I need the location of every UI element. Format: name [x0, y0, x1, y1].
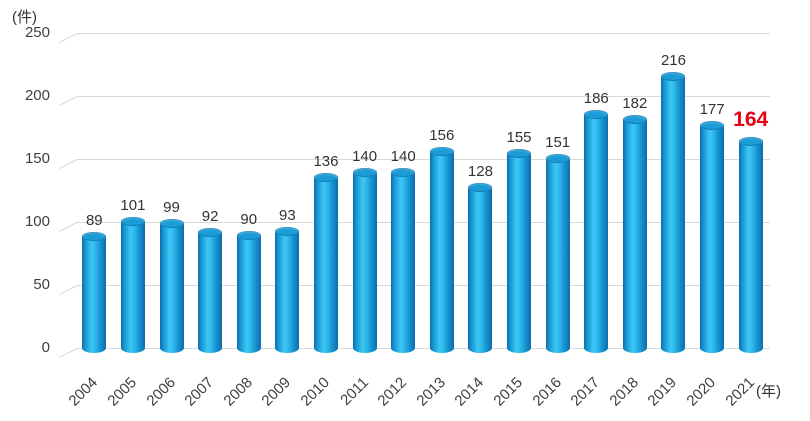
grid-line — [77, 159, 770, 160]
bar-value-label: 186 — [583, 89, 609, 107]
bar — [622, 114, 647, 353]
bar — [159, 219, 184, 353]
x-tick-label: 2017 — [567, 374, 604, 410]
grid-line-depth-tick — [58, 96, 78, 107]
x-tick-label: 2013 — [413, 374, 449, 410]
bar-value-label: 89 — [85, 211, 103, 229]
grid-line — [77, 222, 770, 223]
bar — [391, 167, 416, 353]
bar-value-label: 155 — [506, 128, 532, 146]
grid-line — [77, 285, 770, 286]
bar — [198, 228, 223, 353]
bar-value-label: 151 — [545, 133, 571, 151]
y-axis-unit-label: (件) — [12, 9, 37, 26]
x-tick-label: 2010 — [297, 374, 333, 410]
x-tick-label: 2016 — [529, 374, 565, 410]
x-axis-unit-label: (年) — [756, 383, 781, 400]
bar — [313, 172, 338, 353]
x-tick-label: 2014 — [451, 374, 488, 410]
bar-value-label: 101 — [120, 196, 146, 214]
x-tick-label: 2008 — [220, 374, 256, 410]
bar — [468, 182, 493, 353]
x-tick-label: 2007 — [181, 374, 218, 410]
x-tick-label: 2019 — [644, 374, 681, 410]
x-tick-label: 2011 — [336, 374, 372, 409]
x-tick-label: 2015 — [490, 374, 527, 410]
bar-value-label: 140 — [352, 147, 378, 165]
bar — [429, 147, 454, 353]
bar — [120, 216, 145, 353]
grid-line-depth-tick — [58, 33, 78, 44]
x-tick-label: 2020 — [683, 374, 720, 410]
grid-line — [77, 33, 770, 34]
grid-line-depth-tick — [58, 285, 78, 296]
bar-value-label: 92 — [201, 208, 219, 226]
bar-value-label-highlight: 164 — [733, 108, 769, 132]
bar-value-label: 136 — [313, 152, 339, 170]
y-tick-label: 50 — [33, 276, 50, 293]
grid-line — [77, 348, 770, 349]
bar-value-label: 216 — [660, 51, 686, 69]
bar-value-label: 156 — [429, 127, 455, 145]
x-tick-label: 2006 — [142, 374, 179, 410]
bar — [545, 153, 570, 353]
bar — [82, 231, 107, 353]
y-tick-label: 250 — [24, 24, 50, 41]
bar — [738, 137, 763, 353]
bar-value-label: 99 — [163, 199, 180, 217]
bar-value-label: 140 — [390, 147, 416, 165]
bar-value-label: 182 — [622, 94, 648, 112]
grid-line-depth-tick — [58, 348, 78, 359]
bar-value-label: 177 — [699, 100, 725, 118]
grid-line — [77, 96, 770, 97]
grid-line-depth-tick — [58, 159, 78, 170]
y-tick-label: 0 — [41, 339, 50, 356]
x-tick-label: 2021 — [722, 374, 758, 410]
bar — [352, 167, 377, 353]
y-tick-label: 200 — [24, 87, 50, 104]
x-tick-label: 2018 — [606, 374, 642, 410]
y-tick-label: 100 — [24, 213, 50, 230]
bar — [584, 109, 609, 353]
bar — [507, 148, 532, 353]
bar-value-label: 90 — [240, 210, 258, 228]
bar-value-label: 93 — [279, 206, 296, 224]
x-tick-label: 2005 — [104, 374, 140, 410]
bar — [275, 226, 300, 353]
bar-value-label: 128 — [467, 162, 493, 180]
bar — [236, 230, 261, 353]
x-tick-label: 2009 — [258, 374, 295, 410]
bar — [700, 120, 725, 353]
x-tick-label: 2004 — [65, 374, 102, 410]
bar — [661, 71, 686, 353]
x-tick-label: 2012 — [374, 374, 411, 410]
y-tick-label: 150 — [24, 150, 50, 167]
